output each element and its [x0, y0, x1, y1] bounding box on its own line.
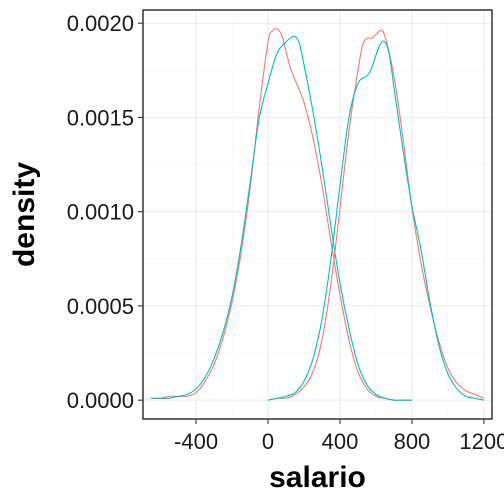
density-curve-1 — [151, 28, 412, 401]
axes: -400 0 400 800 1200 0.0000 0.0005 0.0010 0.0015 0… — [67, 11, 504, 454]
y-tick-label: 0.0005 — [67, 294, 134, 319]
x-tick-label: -400 — [174, 429, 218, 454]
x-tick-label: 800 — [394, 429, 431, 454]
x-tick-label: 400 — [322, 429, 359, 454]
x-axis-title: salario — [269, 461, 366, 494]
y-tick-label: 0.0015 — [67, 105, 134, 130]
grid — [143, 10, 492, 419]
y-tick-label: 0.0000 — [67, 388, 134, 413]
density-lines — [151, 28, 485, 401]
y-tick-label: 0.0010 — [67, 200, 134, 225]
y-axis-title: density — [8, 162, 41, 267]
x-tick-label: 0 — [262, 429, 274, 454]
density-curve-2 — [151, 35, 412, 401]
y-tick-label: 0.0020 — [67, 11, 134, 36]
x-tick-label: 1200 — [459, 429, 504, 454]
panel-border — [142, 9, 493, 420]
density-curve-3 — [267, 30, 485, 401]
density-curve-4 — [267, 40, 485, 401]
